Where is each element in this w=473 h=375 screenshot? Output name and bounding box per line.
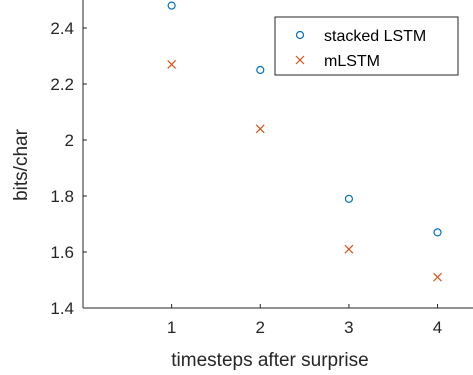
point-series-0 bbox=[344, 194, 354, 203]
y-tick-label: 1.8 bbox=[50, 187, 74, 206]
y-tick-label: 2.4 bbox=[50, 19, 74, 38]
point-series-1 bbox=[167, 59, 177, 69]
legend: stacked LSTM mLSTM bbox=[274, 16, 459, 76]
legend-marker-mlstm bbox=[295, 55, 305, 65]
y-axis-label: bits/char bbox=[11, 128, 32, 200]
y-tick-label: 2.2 bbox=[50, 75, 74, 94]
x-tick-label: 4 bbox=[433, 318, 442, 337]
legend-marker-stacked-lstm bbox=[295, 30, 305, 40]
x-tick-label: 2 bbox=[256, 318, 265, 337]
point-series-0 bbox=[167, 1, 176, 10]
y-tick-label: 1.4 bbox=[50, 299, 74, 318]
point-series-0 bbox=[256, 65, 265, 75]
legend-box bbox=[274, 16, 459, 76]
x-tick-label: 3 bbox=[344, 318, 353, 337]
marks-layer bbox=[167, 1, 442, 282]
point-series-1 bbox=[433, 272, 442, 282]
point-series-1 bbox=[344, 244, 354, 254]
legend-label-stacked-lstm: stacked LSTM bbox=[324, 28, 426, 45]
x-axis-label: timesteps after surprise bbox=[171, 350, 368, 371]
legend-label-mlstm: mLSTM bbox=[324, 53, 380, 70]
axis-layer bbox=[82, 0, 473, 309]
point-series-0 bbox=[433, 228, 442, 237]
y-tick-label: 2 bbox=[65, 131, 74, 150]
point-series-1 bbox=[255, 124, 265, 134]
ticks-layer: 1 2 3 4 1.4 1.6 1.8 2 2.2 2.4 bbox=[50, 19, 442, 337]
y-tick-label: 1.6 bbox=[50, 243, 74, 262]
x-tick-label: 1 bbox=[167, 318, 176, 337]
